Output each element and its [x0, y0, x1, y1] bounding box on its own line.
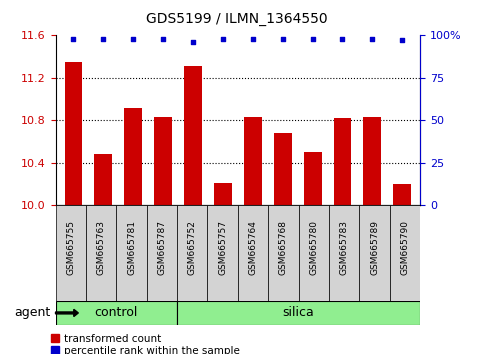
Text: GSM665764: GSM665764 [249, 219, 257, 275]
Text: GSM665757: GSM665757 [218, 219, 227, 275]
Point [70, 36, 77, 42]
Bar [329, 205, 359, 301]
Text: GSM665755: GSM665755 [66, 219, 75, 275]
Bar [116, 205, 147, 301]
Bar [124, 108, 142, 205]
Bar [238, 205, 268, 301]
Bar [56, 301, 177, 325]
Bar [334, 118, 352, 205]
FancyArrow shape [56, 309, 78, 316]
Text: GDS5199 / ILMN_1364550: GDS5199 / ILMN_1364550 [146, 12, 327, 27]
Bar [274, 133, 292, 205]
Text: GSM665789: GSM665789 [370, 219, 379, 275]
Bar [244, 117, 262, 205]
Point [339, 36, 346, 42]
Point [219, 36, 227, 42]
Bar [65, 62, 83, 205]
Bar [177, 301, 420, 325]
Bar [304, 152, 322, 205]
Bar [177, 205, 208, 301]
Point [309, 36, 316, 42]
Point [398, 38, 406, 43]
Legend: transformed count, percentile rank within the sample: transformed count, percentile rank withi… [51, 334, 240, 354]
Bar [359, 205, 390, 301]
Text: GSM665780: GSM665780 [309, 219, 318, 275]
Bar [147, 205, 177, 301]
Text: GSM665768: GSM665768 [279, 219, 288, 275]
Point [369, 36, 376, 42]
Text: GSM665787: GSM665787 [157, 219, 167, 275]
Bar [393, 184, 411, 205]
Text: agent: agent [14, 307, 51, 319]
Point [99, 36, 107, 42]
Bar [298, 205, 329, 301]
Bar [94, 154, 113, 205]
Bar [390, 205, 420, 301]
Point [159, 36, 167, 42]
Bar [184, 66, 202, 205]
Text: control: control [95, 307, 138, 319]
Bar [214, 183, 232, 205]
Text: GSM665752: GSM665752 [188, 219, 197, 275]
Text: GSM665781: GSM665781 [127, 219, 136, 275]
Text: GSM665763: GSM665763 [97, 219, 106, 275]
Bar [268, 205, 298, 301]
Point [129, 36, 137, 42]
Bar [56, 205, 86, 301]
Bar [154, 117, 172, 205]
Point [279, 36, 286, 42]
Text: GSM665790: GSM665790 [400, 219, 410, 275]
Bar [208, 205, 238, 301]
Bar [363, 117, 382, 205]
Point [249, 36, 256, 42]
Bar [86, 205, 116, 301]
Text: silica: silica [283, 307, 314, 319]
Text: GSM665783: GSM665783 [340, 219, 349, 275]
Point [189, 39, 197, 45]
